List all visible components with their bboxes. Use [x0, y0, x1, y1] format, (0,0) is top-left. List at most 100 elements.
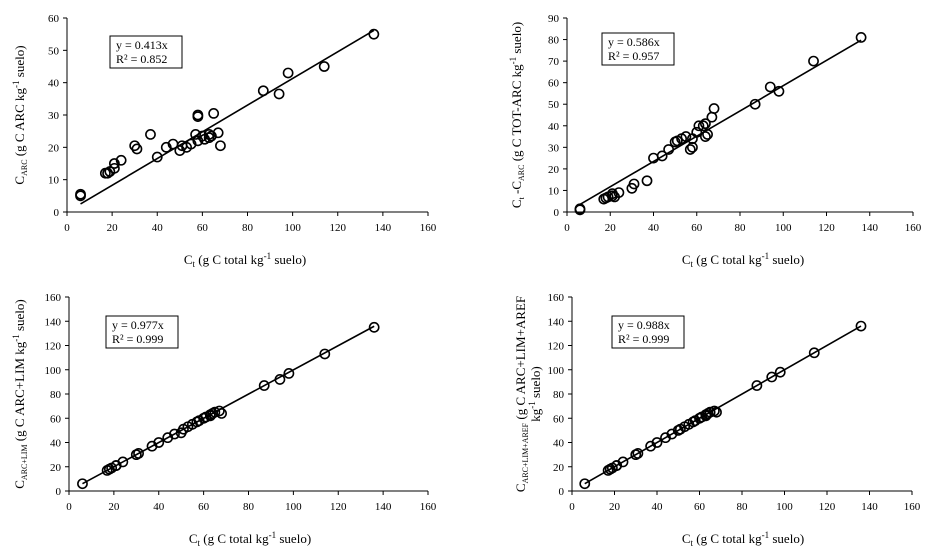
data-point	[216, 407, 227, 419]
data-point	[151, 151, 163, 163]
r-squared: R² = 0.999	[112, 332, 163, 346]
data-point	[808, 55, 819, 67]
trendline	[82, 325, 375, 485]
y-tick-label: 80	[50, 389, 62, 401]
y-tick-label: 60	[48, 13, 60, 25]
data-point	[641, 175, 653, 187]
x-tick-label: 80	[242, 222, 254, 234]
data-point	[702, 128, 713, 140]
equation-box	[109, 35, 183, 69]
chart-panel-2: 0 20 40 60 80 100 120 140 160 0 10 20 30 40 50 60 70 80 90…	[508, 13, 922, 269]
data-point	[706, 111, 718, 123]
x-axis-label: Ct (g C total kg-1 suelo)	[682, 530, 804, 548]
trend-equation: y = 0.988x	[618, 318, 670, 332]
y-tick-label: 0	[559, 486, 565, 498]
y-tick-label: 120	[548, 341, 565, 353]
data-point	[684, 144, 696, 155]
data-point	[663, 144, 675, 155]
data-point	[208, 107, 220, 119]
x-tick-label: 60	[694, 501, 706, 513]
y-tick-label: 40	[548, 121, 560, 133]
equation-box	[601, 32, 675, 66]
x-tick-label: 40	[152, 222, 164, 234]
x-tick-label: 120	[330, 222, 347, 234]
data-point	[274, 374, 286, 385]
y-tick-label: 20	[50, 462, 62, 474]
y-tick-label: 0	[554, 207, 560, 219]
x-tick-label: 40	[652, 501, 664, 513]
x-tick-label: 0	[564, 222, 570, 234]
data-point	[749, 98, 761, 110]
data-point	[617, 456, 629, 468]
x-tick-label: 100	[775, 222, 792, 234]
data-point	[613, 187, 625, 198]
y-tick-label: 60	[548, 78, 560, 90]
data-point	[855, 32, 867, 43]
x-tick-label: 100	[776, 501, 793, 513]
y-tick-label: 50	[48, 45, 60, 57]
x-tick-label: 20	[108, 501, 120, 513]
x-axis-label: Ct (g C total kg-1 suelo)	[682, 251, 804, 269]
x-tick-label: 160	[420, 501, 437, 513]
data-point	[319, 348, 331, 360]
y-axis-label: CARC+LIM+AREF (g C ARC+LIM+AREF	[513, 296, 530, 492]
data-point	[209, 406, 221, 418]
x-tick-label: 60	[198, 501, 210, 513]
data-point	[764, 81, 776, 93]
y-axis-label: CARC+LIM (g C ARC+LIM kg-1 suelo)	[11, 299, 29, 489]
x-tick-label: 100	[284, 222, 301, 234]
y-tick-label: 160	[548, 292, 565, 304]
data-point	[368, 28, 380, 40]
x-tick-label: 0	[569, 501, 575, 513]
data-point	[700, 131, 711, 142]
y-tick-label: 80	[548, 35, 560, 47]
data-point	[704, 406, 716, 418]
trendline	[80, 29, 375, 205]
data-point	[131, 143, 143, 155]
trendline	[584, 325, 862, 485]
x-tick-label: 60	[691, 222, 703, 234]
data-point	[711, 406, 722, 418]
data-point	[215, 140, 226, 152]
y-tick-label: 120	[45, 341, 62, 353]
x-tick-label: 40	[648, 222, 660, 234]
data-point	[169, 428, 180, 440]
data-point	[700, 118, 711, 130]
trendline	[579, 39, 862, 206]
data-point	[257, 85, 269, 97]
x-tick-label: 0	[66, 501, 72, 513]
x-tick-label: 140	[375, 222, 392, 234]
trend-equation: y = 0.977x	[112, 318, 164, 332]
data-point	[693, 120, 705, 132]
x-tick-label: 140	[861, 501, 878, 513]
x-tick-label: 160	[420, 222, 437, 234]
data-point	[687, 141, 698, 153]
equation-box	[611, 315, 685, 349]
x-axis-label: Ct (g C total kg-1 suelo)	[184, 251, 306, 269]
x-tick-label: 20	[107, 222, 119, 234]
data-point	[212, 127, 224, 139]
y-axis-label-line2: kg-1 suelo)	[527, 366, 543, 422]
data-point	[108, 158, 120, 169]
data-point	[651, 437, 663, 448]
data-point	[133, 448, 144, 459]
y-tick-label: 20	[548, 164, 560, 176]
x-tick-label: 60	[197, 222, 209, 234]
data-point	[145, 128, 156, 140]
x-axis-label: Ct (g C total kg-1 suelo)	[189, 530, 311, 548]
y-tick-label: 100	[45, 365, 62, 377]
y-tick-label: 20	[553, 462, 565, 474]
data-point	[153, 437, 165, 448]
data-point	[766, 371, 778, 383]
data-point	[808, 347, 820, 359]
data-point	[656, 150, 668, 162]
r-squared: R² = 0.957	[608, 49, 659, 63]
y-tick-label: 0	[54, 207, 60, 219]
data-point	[185, 138, 197, 150]
y-tick-label: 40	[50, 438, 62, 450]
data-point	[773, 85, 785, 97]
x-tick-label: 40	[153, 501, 165, 513]
x-tick-label: 120	[818, 222, 835, 234]
x-tick-label: 120	[330, 501, 347, 513]
